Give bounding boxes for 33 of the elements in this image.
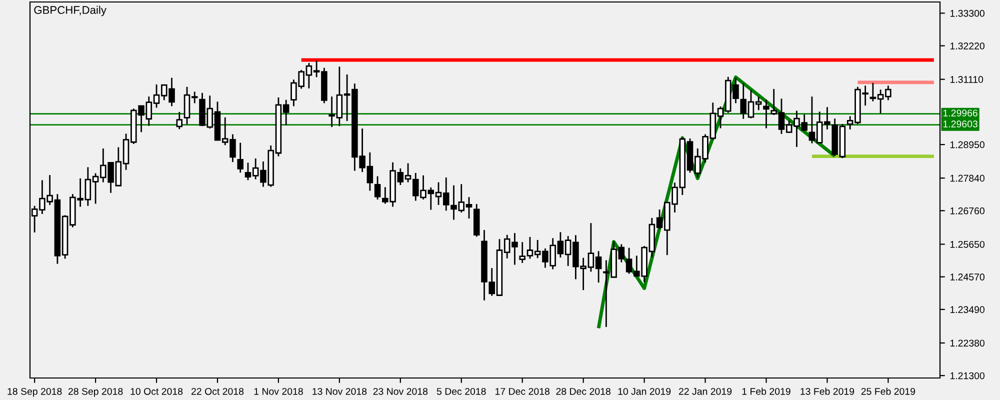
y-tick-label: 1.32220 [950, 42, 984, 50]
x-tick-label: 28 Dec 2018 [556, 388, 610, 395]
candlestick [763, 98, 770, 129]
y-tick-label: 1.22380 [950, 340, 984, 347]
x-tick-label: 17 Dec 2018 [496, 388, 550, 395]
x-tick-label: 23 Nov 2018 [373, 388, 428, 395]
x-tick-label: 22 Jan 2019 [678, 388, 732, 395]
y-tick-label: 1.28950 [950, 141, 984, 148]
y-tick-label: 1.24570 [950, 274, 984, 280]
x-tick-label: 10 Jan 2019 [618, 388, 671, 395]
x-tick-label: 10 Oct 2018 [130, 388, 183, 395]
y-tick-label: 1.25650 [950, 240, 984, 248]
y-tick-label: 1.27840 [950, 174, 984, 182]
y-tick-label: 1.23490 [950, 306, 984, 314]
ref-line-label: 1.29603 [943, 120, 978, 128]
y-tick-label: 1.31110 [950, 76, 984, 83]
x-tick-label: 25 Feb 2019 [861, 388, 916, 395]
x-tick-label: 1 Feb 2019 [742, 388, 790, 395]
chart-title: GBPCHF,Daily [34, 6, 106, 16]
candlestick [237, 142, 244, 174]
x-tick-label: 18 Sep 2018 [8, 388, 62, 397]
x-tick-label: 22 Oct 2018 [191, 388, 244, 395]
x-tick-label: 5 Dec 2018 [436, 388, 486, 395]
y-tick-label: 1.21300 [950, 372, 984, 380]
y-tick-label: 1.33300 [950, 10, 984, 17]
ref-line-label: 1.29966 [943, 110, 978, 116]
candlestick [176, 111, 183, 130]
x-tick-label: 28 Sep 2018 [68, 388, 123, 397]
x-tick-label: 13 Feb 2019 [800, 388, 854, 395]
x-tick-label: 13 Nov 2018 [312, 388, 367, 395]
x-tick-label: 1 Nov 2018 [254, 388, 303, 395]
candlestick [374, 176, 381, 200]
y-tick-label: 1.26760 [950, 207, 984, 214]
